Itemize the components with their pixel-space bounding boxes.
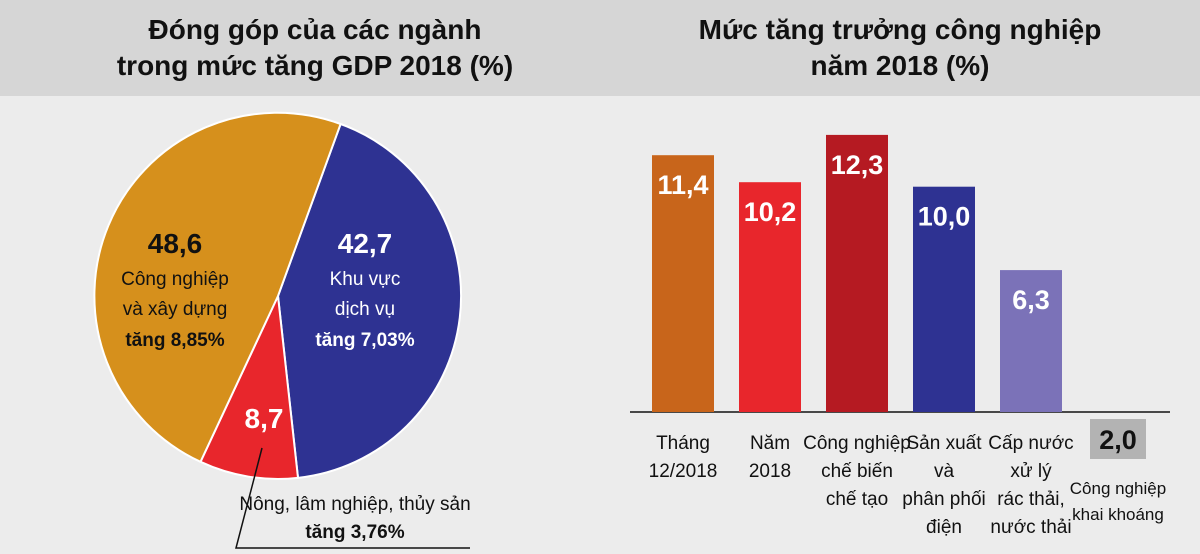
x-tick-label: xử lý: [1010, 461, 1052, 482]
bar-value-label: 10,0: [918, 202, 971, 232]
pie-growth-label: tăng 8,85%: [125, 330, 224, 351]
x-tick-label: chế tạo: [826, 489, 888, 510]
pie-growth-label: tăng 7,03%: [315, 330, 414, 351]
x-tick-label: Năm: [750, 433, 790, 454]
pie-slice: [199, 292, 300, 480]
x-tick-label: Công nghiệp: [803, 433, 911, 454]
bar-value-label: 2,0: [1099, 425, 1137, 455]
bar: [739, 182, 801, 412]
x-tick-label: nước thải: [990, 517, 1071, 538]
x-tick-label: rác thải,: [997, 489, 1065, 510]
pie-slice-name: dịch vụ: [335, 299, 395, 320]
x-tick-label: Cấp nước: [988, 433, 1073, 454]
bar: [1090, 419, 1146, 459]
pie-value-label: 8,7: [245, 403, 284, 434]
x-tick-label: 2018: [749, 461, 791, 482]
x-tick-label: phân phối: [902, 489, 985, 510]
x-tick-label: Tháng: [656, 433, 710, 454]
bar-value-label: 11,4: [657, 170, 708, 200]
x-tick-label: và: [934, 461, 955, 482]
bar: [1000, 270, 1062, 412]
pie-slice: [276, 122, 463, 480]
pie-growth-label: tăng 3,76%: [305, 522, 404, 543]
pie-leader-line: [235, 447, 470, 549]
bar: [652, 155, 714, 412]
header-band: [0, 0, 1200, 96]
bar: [826, 134, 888, 412]
x-tick-label: khai khoáng: [1072, 505, 1164, 524]
bar-value-label: 12,3: [831, 150, 884, 180]
x-tick-label: chế biến: [821, 461, 893, 482]
x-tick-label: Sản xuất: [907, 433, 983, 454]
pie-slice-name: Công nghiệp: [121, 269, 229, 290]
pie-value-label: 48,6: [148, 228, 203, 259]
pie-chart-title: Đóng góp của các ngành trong mức tăng GD…: [116, 14, 514, 81]
bar-chart-title: Mức tăng trưởng công nghiệp năm 2018 (%): [698, 14, 1102, 81]
bar-value-label: 6,3: [1012, 285, 1050, 315]
pie-value-label: 42,7: [338, 228, 393, 259]
x-tick-label: 12/2018: [649, 461, 718, 482]
pie-slice-name: và xây dựng: [123, 299, 228, 320]
x-tick-label: điện: [926, 517, 962, 538]
bar: [913, 186, 975, 412]
x-tick-label: Công nghiệp: [1070, 479, 1166, 498]
bar-value-label: 10,2: [744, 197, 797, 227]
pie-slice: [93, 111, 342, 464]
pie-slice-name: Nông, lâm nghiệp, thủy sản: [239, 494, 470, 515]
pie-slice-name: Khu vực: [330, 269, 401, 290]
